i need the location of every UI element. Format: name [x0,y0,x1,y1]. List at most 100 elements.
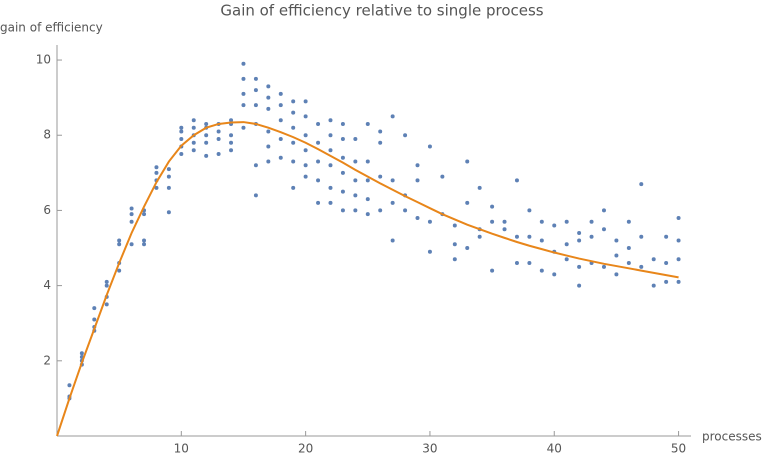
scatter-point [303,99,308,104]
scatter-point [477,234,482,239]
scatter-point [365,197,370,202]
scatter-point [465,200,470,205]
scatter-point [241,91,246,96]
scatter-point [440,174,445,179]
scatter-point [340,121,345,126]
scatter-point [229,118,234,123]
scatter-point [241,76,246,81]
scatter-point [539,238,544,243]
scatter-point [191,140,196,145]
scatter-point [117,242,122,247]
scatter-point [278,155,283,160]
scatter-point [651,283,656,288]
scatter-point [179,136,184,141]
scatter-point [166,174,171,179]
scatter-point [154,170,159,175]
scatter-point [614,272,619,277]
scatter-point [664,261,669,266]
scatter-point [316,140,321,145]
scatter-point [577,264,582,269]
scatter-point [129,206,134,211]
scatter-point [291,185,296,190]
scatter-point [539,219,544,224]
scatter-point [229,148,234,153]
scatter-point [614,238,619,243]
chart-title: Gain of efficiency relative to single pr… [220,2,543,20]
scatter-point [577,230,582,235]
scatter-point [601,227,606,232]
scatter-point [303,174,308,179]
scatter-point [303,163,308,168]
scatter-point [415,163,420,168]
scatter-point [601,208,606,213]
scatter-point [328,133,333,138]
scatter-point [378,129,383,134]
scatter-point [353,136,358,141]
scatter-point [191,118,196,123]
x-tick-label: 40 [547,442,562,456]
scatter-point [490,219,495,224]
scatter-point [278,136,283,141]
scatter-point [92,306,97,311]
scatter-point [241,103,246,108]
scatter-point [253,163,258,168]
scatter-point [129,219,134,224]
scatter-point [353,193,358,198]
scatter-point [179,129,184,134]
scatter-point [340,136,345,141]
y-tick-label: 8 [43,128,51,142]
scatter-point [291,140,296,145]
scatter-point [465,159,470,164]
scatter-point [266,129,271,134]
scatter-point [142,238,147,243]
scatter-point [514,234,519,239]
scatter-point [328,163,333,168]
scatter-point [452,223,457,228]
fit-curve [56,121,679,437]
scatter-point [415,178,420,183]
scatter-point [266,159,271,164]
scatter-point [204,153,209,158]
scatter-point [266,106,271,111]
scatter-point [229,133,234,138]
scatter-point [514,178,519,183]
scatter-point [365,121,370,126]
scatter-point [328,200,333,205]
scatter-point [427,144,432,149]
scatter-point [427,249,432,254]
scatter-point [490,268,495,273]
scatter-point [253,88,258,93]
scatter-point [253,103,258,108]
y-tick-label: 10 [36,53,51,67]
x-tick-label: 50 [671,442,686,456]
scatter-point [340,155,345,160]
scatter-point [204,121,209,126]
scatter-point [266,84,271,89]
scatter-point [452,242,457,247]
scatter-point [67,383,72,388]
scatter-point [626,261,631,266]
scatter-point [353,208,358,213]
scatter-point [253,193,258,198]
scatter-point [564,242,569,247]
scatter-point [664,279,669,284]
scatter-point [303,148,308,153]
scatter-point [142,242,147,247]
scatter-point [278,118,283,123]
scatter-point [577,238,582,243]
scatter-point [266,95,271,100]
scatter-point [527,234,532,239]
scatter-point [427,219,432,224]
scatter-point [676,279,681,284]
scatter-point [378,140,383,145]
scatter-point [577,283,582,288]
scatter-point [129,212,134,217]
y-tick-label: 6 [43,203,51,217]
scatter-point [328,185,333,190]
x-tick-label: 10 [174,442,189,456]
scatter-point [353,178,358,183]
scatter-point [614,253,619,258]
scatter-point [328,148,333,153]
scatter-point [216,152,221,157]
